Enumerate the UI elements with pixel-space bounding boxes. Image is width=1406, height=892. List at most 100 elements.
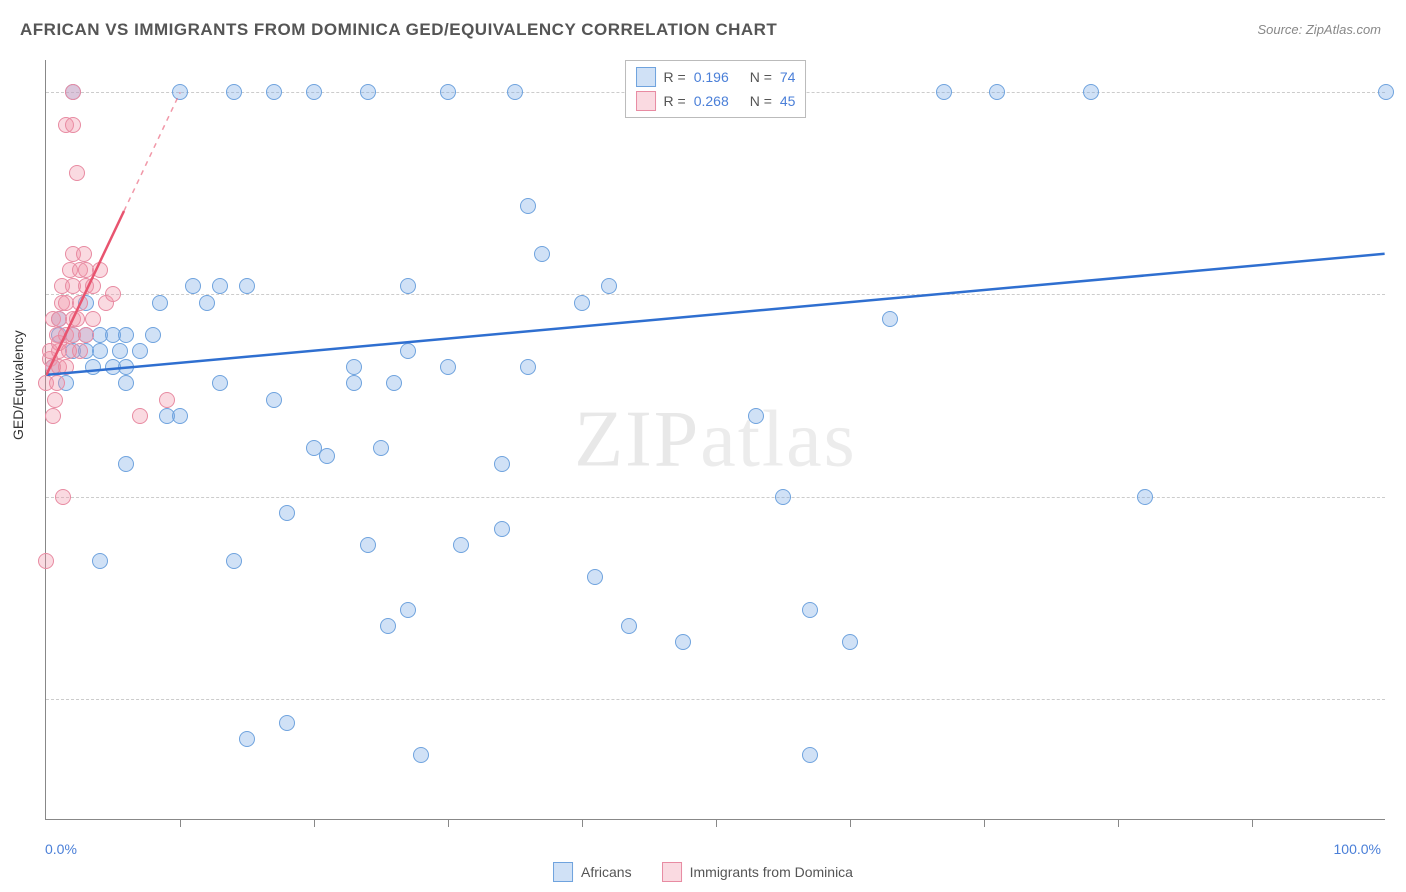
data-point	[112, 343, 128, 359]
y-tick-label: 87.5%	[1395, 286, 1406, 302]
source-attribution: Source: ZipAtlas.com	[1257, 22, 1381, 37]
watermark-bold: ZIP	[574, 395, 700, 483]
data-point	[842, 634, 858, 650]
data-point	[226, 553, 242, 569]
data-point	[118, 327, 134, 343]
data-point	[152, 295, 168, 311]
data-point	[45, 408, 61, 424]
data-point	[360, 537, 376, 553]
series-legend-label: Immigrants from Dominica	[690, 864, 853, 880]
data-point	[212, 375, 228, 391]
data-point	[38, 553, 54, 569]
legend-n-value: 45	[780, 93, 796, 109]
data-point	[346, 375, 362, 391]
data-point	[400, 278, 416, 294]
data-point	[92, 553, 108, 569]
gridline	[46, 699, 1385, 700]
data-point	[212, 278, 228, 294]
correlation-legend: R =0.196N =74R =0.268N =45	[625, 60, 807, 118]
y-tick-label: 100.0%	[1395, 84, 1406, 100]
data-point	[601, 278, 617, 294]
data-point	[520, 198, 536, 214]
data-point	[132, 343, 148, 359]
data-point	[172, 408, 188, 424]
data-point	[1083, 84, 1099, 100]
data-point	[92, 262, 108, 278]
legend-r-label: R =	[664, 93, 686, 109]
data-point	[49, 375, 65, 391]
legend-n-label: N =	[750, 93, 772, 109]
data-point	[118, 375, 134, 391]
data-point	[306, 84, 322, 100]
chart-title: AFRICAN VS IMMIGRANTS FROM DOMINICA GED/…	[20, 20, 777, 40]
data-point	[132, 408, 148, 424]
trend-lines-layer	[46, 60, 1385, 819]
x-tick	[1118, 819, 1119, 827]
x-axis-min-label: 0.0%	[45, 841, 77, 857]
data-point	[172, 84, 188, 100]
data-point	[72, 295, 88, 311]
legend-r-label: R =	[664, 69, 686, 85]
data-point	[226, 84, 242, 100]
data-point	[279, 715, 295, 731]
y-tick-label: 75.0%	[1395, 489, 1406, 505]
data-point	[413, 747, 429, 763]
legend-n-label: N =	[750, 69, 772, 85]
chart-container: AFRICAN VS IMMIGRANTS FROM DOMINICA GED/…	[0, 0, 1406, 892]
legend-r-value: 0.268	[694, 93, 742, 109]
series-legend: AfricansImmigrants from Dominica	[553, 862, 853, 882]
data-point	[989, 84, 1005, 100]
series-legend-item: Immigrants from Dominica	[662, 862, 853, 882]
data-point	[92, 343, 108, 359]
legend-swatch	[636, 67, 656, 87]
x-tick	[1252, 819, 1253, 827]
data-point	[507, 84, 523, 100]
data-point	[453, 537, 469, 553]
data-point	[400, 602, 416, 618]
data-point	[65, 117, 81, 133]
data-point	[85, 359, 101, 375]
x-tick	[448, 819, 449, 827]
data-point	[373, 440, 389, 456]
data-point	[85, 278, 101, 294]
data-point	[534, 246, 550, 262]
data-point	[105, 286, 121, 302]
data-point	[58, 359, 74, 375]
data-point	[76, 246, 92, 262]
data-point	[319, 448, 335, 464]
y-tick-label: 62.5%	[1395, 691, 1406, 707]
data-point	[239, 278, 255, 294]
legend-n-value: 74	[780, 69, 796, 85]
x-tick	[716, 819, 717, 827]
data-point	[55, 489, 71, 505]
data-point	[936, 84, 952, 100]
data-point	[748, 408, 764, 424]
x-tick	[582, 819, 583, 827]
data-point	[621, 618, 637, 634]
x-axis-max-label: 100.0%	[1334, 841, 1381, 857]
legend-swatch	[553, 862, 573, 882]
data-point	[380, 618, 396, 634]
y-axis-label: GED/Equivalency	[10, 330, 26, 440]
data-point	[159, 392, 175, 408]
data-point	[266, 84, 282, 100]
data-point	[400, 343, 416, 359]
data-point	[346, 359, 362, 375]
data-point	[386, 375, 402, 391]
data-point	[775, 489, 791, 505]
data-point	[69, 165, 85, 181]
data-point	[47, 392, 63, 408]
data-point	[69, 311, 85, 327]
data-point	[185, 278, 201, 294]
data-point	[494, 521, 510, 537]
gridline	[46, 497, 1385, 498]
x-tick	[850, 819, 851, 827]
data-point	[239, 731, 255, 747]
data-point	[266, 392, 282, 408]
data-point	[65, 84, 81, 100]
x-tick	[314, 819, 315, 827]
data-point	[1137, 489, 1153, 505]
data-point	[78, 327, 94, 343]
data-point	[574, 295, 590, 311]
legend-swatch	[636, 91, 656, 111]
